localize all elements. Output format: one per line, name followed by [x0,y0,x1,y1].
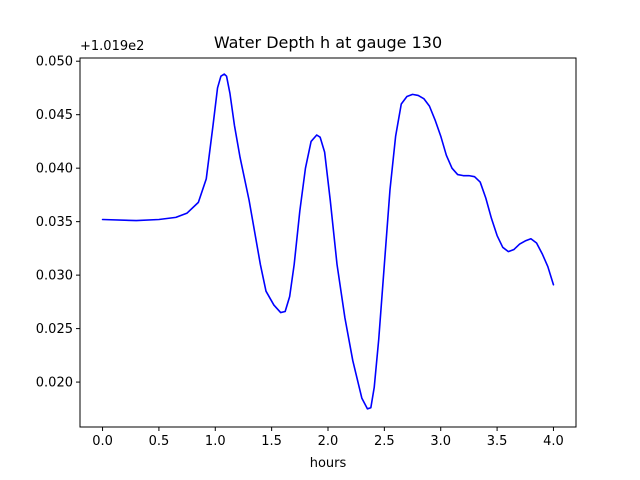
x-tick-label: 3.5 [487,434,508,449]
y-tick-label: 0.040 [36,162,73,177]
y-tick-label: 0.045 [36,108,73,123]
chart-title: Water Depth h at gauge 130 [214,33,442,52]
axes-frame [79,57,577,428]
y-tick-label: 0.020 [36,376,73,391]
y-tick-label: 0.030 [36,269,73,284]
x-tick-label: 1.5 [261,434,282,449]
x-tick-label: 4.0 [543,434,564,449]
x-tick-label: 0.0 [92,434,113,449]
x-tick-label: 2.5 [374,434,395,449]
x-tick-label: 1.0 [205,434,226,449]
x-tick-label: 3.0 [430,434,451,449]
y-tick-label: 0.035 [36,215,73,230]
y-tick-label: 0.050 [36,55,73,70]
x-tick-label: 2.0 [318,434,339,449]
x-axis-label: hours [310,456,347,471]
y-tick-label: 0.025 [36,322,73,337]
x-tick-label: 0.5 [149,434,170,449]
plot-area: 0.0 0.5 1.0 1.5 2.0 2.5 3.0 3.5 4.0 0.020 0.025 0.0… [36,55,577,449]
series-line-0 [101,73,555,410]
y-offset-label: +1.019e2 [80,39,144,54]
